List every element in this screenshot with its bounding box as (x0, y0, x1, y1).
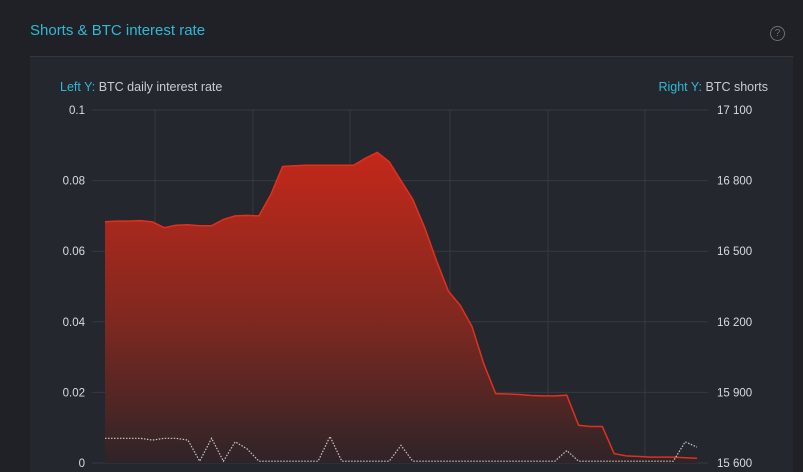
shorts-line (104, 151, 698, 460)
header-divider (30, 56, 793, 57)
left-axis-caption: Left Y: BTC daily interest rate (60, 80, 222, 94)
right-axis-caption: Right Y: BTC shorts (658, 80, 768, 94)
right-tick-label: 17 100 (717, 105, 752, 117)
right-tick-label: 16 200 (717, 317, 752, 329)
right-tick-label: 16 500 (717, 246, 752, 258)
axis-tick-labels: 0 0.02 0.04 0.06 0.08 0.1 15 600 15 900 16 200 16… (63, 105, 753, 470)
left-tick-label: 0.04 (63, 317, 86, 329)
left-tick-label: 0.08 (63, 176, 85, 188)
left-axis-label: BTC daily interest rate (98, 80, 223, 94)
right-tick-label: 15 900 (717, 387, 752, 399)
right-axis-label: BTC shorts (705, 80, 768, 94)
left-tick-label: 0.1 (69, 105, 85, 117)
left-tick-label: 0.06 (63, 246, 85, 258)
right-tick-label: 16 800 (717, 176, 752, 188)
question-circle-icon[interactable]: ? (770, 26, 785, 41)
shorts-area (105, 152, 697, 463)
right-axis-prefix: Right Y: (658, 80, 702, 94)
left-tick-label: 0.02 (63, 387, 85, 399)
left-tick-label: 0 (79, 458, 85, 470)
right-tick-label: 15 600 (717, 458, 752, 470)
left-axis-prefix: Left Y: (60, 80, 96, 94)
panel-title: Shorts & BTC interest rate (30, 22, 206, 39)
series-layer (104, 151, 698, 463)
interest-rate-line (105, 435, 698, 463)
